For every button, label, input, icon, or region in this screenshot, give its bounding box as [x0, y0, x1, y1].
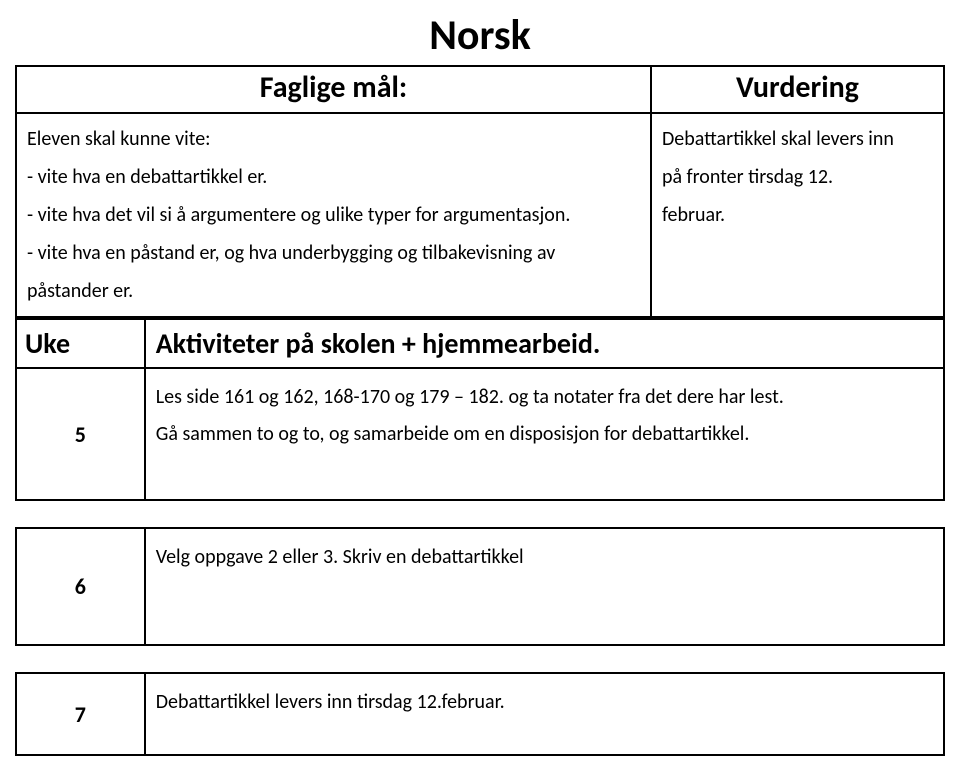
- week-number: 5: [16, 368, 145, 500]
- activity-content: Debattartikkel levers inn tirsdag 12.feb…: [145, 673, 944, 755]
- header-goals-label: Faglige mål:: [16, 66, 651, 113]
- page-title: Norsk: [15, 10, 945, 61]
- goals-item: - vite hva en påstand er, og hva underby…: [27, 234, 640, 272]
- sub-header-row: Uke Aktiviteter på skolen + hjemmearbeid…: [16, 319, 944, 368]
- assessment-line: februar.: [662, 196, 933, 234]
- table-row: 6 Velg oppgave 2 eller 3. Skriv en debat…: [16, 528, 944, 645]
- row-spacer: [16, 645, 944, 673]
- activity-line: Velg oppgave 2 eller 3. Skriv en debatta…: [156, 539, 933, 576]
- week-number: 6: [16, 528, 145, 645]
- row-spacer: [16, 500, 944, 528]
- goals-item: - vite hva det vil si å argumentere og u…: [27, 196, 640, 234]
- activity-line: Gå sammen to og to, og samarbeide om en …: [156, 416, 933, 453]
- activity-line: Les side 161 og 162, 168-170 og 179 – 18…: [156, 379, 933, 416]
- week-number: 7: [16, 673, 145, 755]
- activity-line: Debattartikkel levers inn tirsdag 12.feb…: [156, 684, 933, 721]
- week-header: Uke: [16, 319, 145, 368]
- table-row: 7 Debattartikkel levers inn tirsdag 12.f…: [16, 673, 944, 755]
- assessment-line: på fronter tirsdag 12.: [662, 158, 933, 196]
- table-row: 5 Les side 161 og 162, 168-170 og 179 – …: [16, 368, 944, 500]
- goals-cell: Eleven skal kunne vite: - vite hva en de…: [16, 113, 651, 317]
- goals-row: Eleven skal kunne vite: - vite hva en de…: [16, 113, 944, 317]
- header-assessment-label: Vurdering: [651, 66, 944, 113]
- activities-table: Uke Aktiviteter på skolen + hjemmearbeid…: [15, 318, 945, 756]
- header-row: Faglige mål: Vurdering: [16, 66, 944, 113]
- assessment-cell: Debattartikkel skal levers inn på fronte…: [651, 113, 944, 317]
- main-table: Faglige mål: Vurdering Eleven skal kunne…: [15, 65, 945, 318]
- activities-header: Aktiviteter på skolen + hjemmearbeid.: [145, 319, 944, 368]
- goals-item: - vite hva en debattartikkel er.: [27, 158, 640, 196]
- assessment-line: Debattartikkel skal levers inn: [662, 120, 933, 158]
- goals-item: påstander er.: [27, 272, 640, 310]
- activity-content: Les side 161 og 162, 168-170 og 179 – 18…: [145, 368, 944, 500]
- goals-intro: Eleven skal kunne vite:: [27, 120, 640, 158]
- activity-content: Velg oppgave 2 eller 3. Skriv en debatta…: [145, 528, 944, 645]
